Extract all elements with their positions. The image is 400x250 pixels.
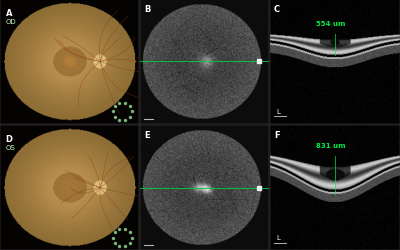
Text: OD: OD — [6, 19, 16, 25]
Text: L: L — [277, 234, 280, 240]
Text: 831 um: 831 um — [316, 142, 345, 148]
Ellipse shape — [94, 181, 106, 195]
Text: B: B — [144, 5, 151, 14]
Text: F: F — [274, 130, 280, 140]
Text: L: L — [277, 108, 280, 114]
Text: 554 um: 554 um — [316, 22, 345, 27]
Text: OS: OS — [6, 144, 15, 150]
Text: C: C — [274, 5, 280, 14]
Text: E: E — [144, 130, 150, 140]
Ellipse shape — [94, 55, 106, 69]
Text: A: A — [6, 9, 12, 18]
Text: D: D — [6, 134, 12, 143]
